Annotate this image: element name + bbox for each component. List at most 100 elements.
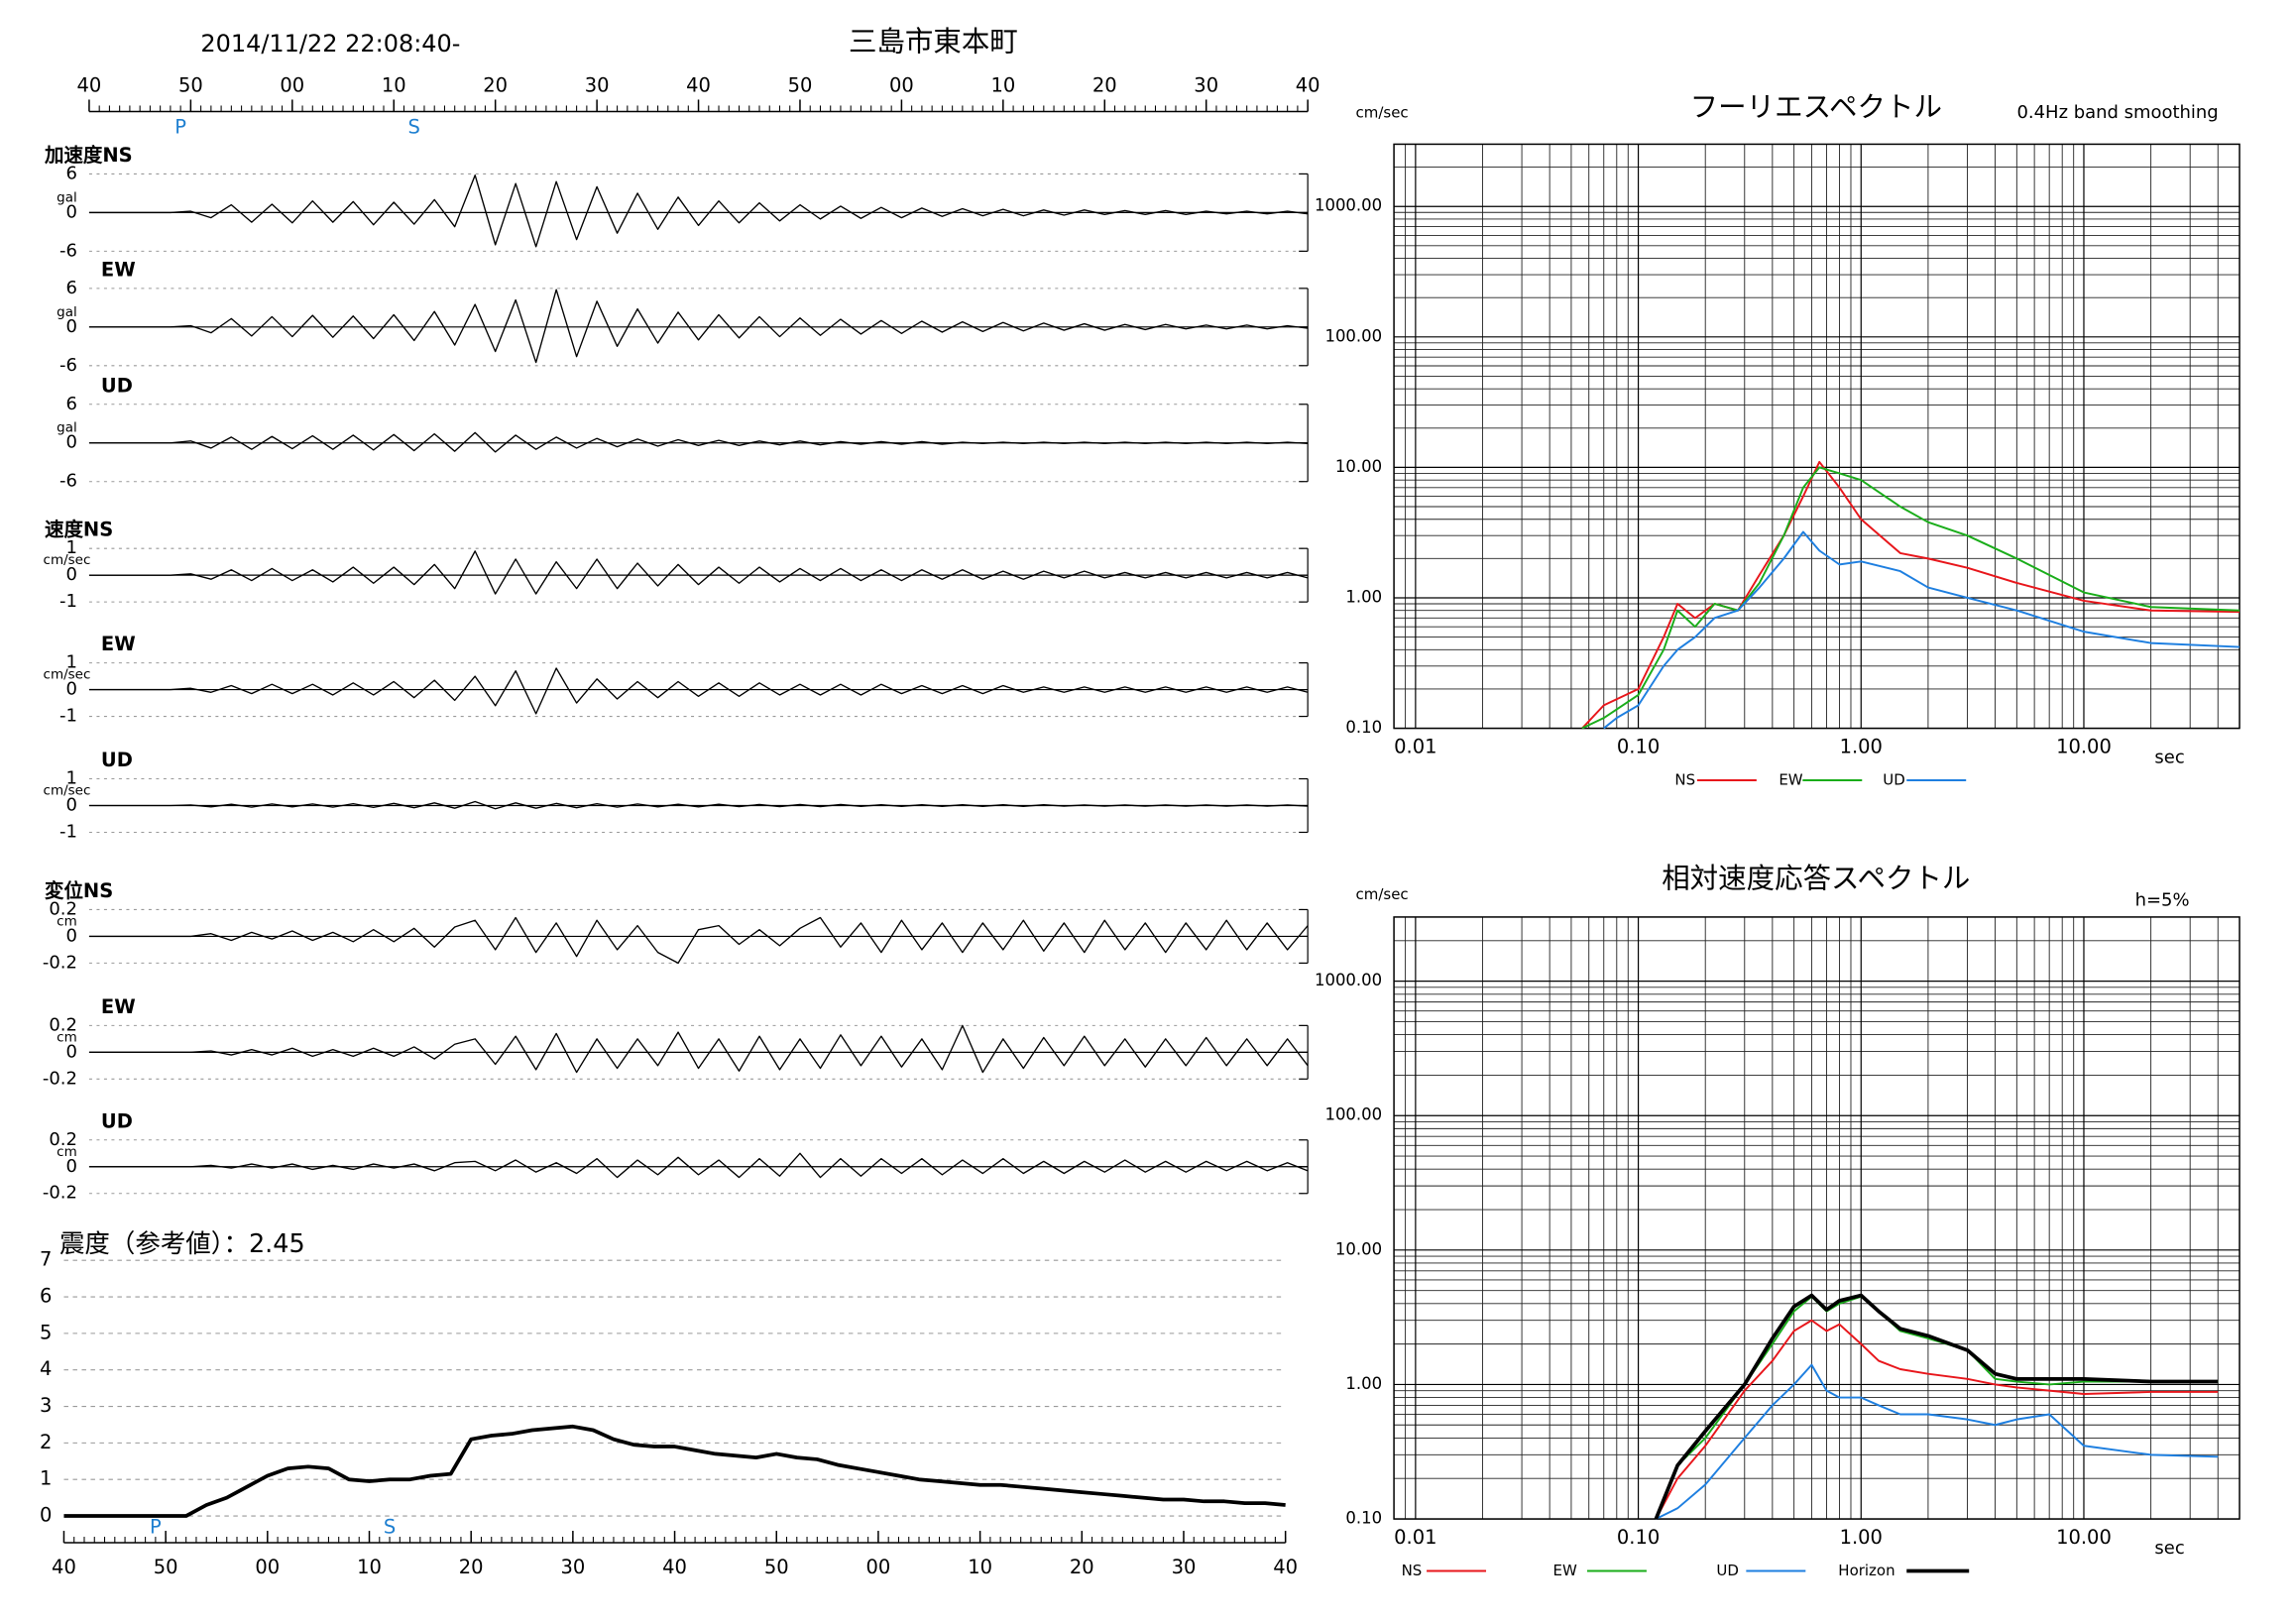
- waveform: [88, 289, 1309, 364]
- chart-note: 0.4Hz band smoothing: [2016, 102, 2218, 123]
- x-tick-label: 20: [483, 73, 508, 96]
- y-tick-label: 1: [66, 652, 77, 673]
- station-name: 三島市東本町: [849, 26, 1018, 58]
- y-tick-label: -6: [59, 471, 77, 492]
- y-tick-label: -1: [59, 821, 77, 842]
- y-tick-label: 100.00: [1324, 1105, 1382, 1124]
- unit-label: gal: [57, 304, 77, 320]
- y-tick-label: 1: [40, 1467, 52, 1490]
- y-tick-label: 0.2: [49, 1129, 77, 1150]
- phase-marker: S: [384, 1516, 396, 1539]
- y-tick-label: 3: [40, 1394, 52, 1417]
- y-tick-label: 0: [40, 1504, 52, 1527]
- legend-label: NS: [1674, 771, 1695, 789]
- waveform: [88, 174, 1309, 248]
- unit-label: cm/sec: [44, 783, 91, 799]
- spectrum-line: [1655, 1319, 2219, 1520]
- waveform: [88, 800, 1309, 810]
- y-tick-label: -0.2: [43, 1183, 77, 1204]
- y-tick-label: 0: [66, 564, 77, 585]
- y-tick-label: 6: [66, 163, 77, 183]
- x-tick-label: 0.01: [1394, 1526, 1436, 1549]
- x-tick-label: 50: [154, 1556, 178, 1578]
- y-tick-label: 0: [66, 316, 77, 337]
- x-tick-label: 1.00: [1840, 736, 1883, 758]
- y-tick-label: -1: [59, 706, 77, 727]
- y-tick-label: 1: [66, 537, 77, 558]
- channel-label: EW: [101, 995, 136, 1018]
- x-tick-label: 40: [77, 73, 102, 96]
- plot-frame: [1393, 916, 2240, 1520]
- phase-marker: P: [150, 1516, 162, 1539]
- x-tick-label: 0.01: [1394, 736, 1436, 758]
- x-tick-label: 40: [1296, 73, 1320, 96]
- y-tick-label: 1000.00: [1315, 196, 1382, 215]
- legend-label: UD: [1716, 1562, 1739, 1579]
- x-tick-label: 30: [1194, 73, 1218, 96]
- x-tick-label: 10: [990, 73, 1015, 96]
- unit-label: gal: [57, 189, 77, 205]
- x-tick-label: 10.00: [2056, 736, 2112, 758]
- channel-label: UD: [101, 374, 133, 397]
- x-tick-label: 20: [1070, 1556, 1094, 1578]
- x-tick-label: 50: [788, 73, 813, 96]
- x-tick-label: 1.00: [1840, 1526, 1883, 1549]
- y-tick-label: 4: [40, 1357, 52, 1380]
- y-tick-label: 0: [66, 795, 77, 816]
- chart-title: 相対速度応答スペクトル: [1662, 862, 1970, 894]
- y-tick-label: 6: [66, 278, 77, 298]
- channel-label: 変位NS: [45, 879, 113, 902]
- y-tick-label: -6: [59, 355, 77, 376]
- spectrum-line: [1581, 466, 2240, 730]
- y-tick-label: -6: [59, 240, 77, 261]
- unit-label: cm/sec: [44, 552, 91, 568]
- y-tick-label: 0: [66, 925, 77, 946]
- y-tick-label: 0: [66, 432, 77, 453]
- x-tick-label: 00: [889, 73, 914, 96]
- phase-marker: S: [408, 115, 420, 138]
- x-tick-label: 50: [764, 1556, 789, 1578]
- spectrum-line: [1654, 1293, 2219, 1520]
- y-tick-label: 0.2: [49, 898, 77, 919]
- y-tick-label: 0: [66, 1041, 77, 1062]
- x-axis-label: sec: [2154, 748, 2184, 768]
- y-tick-label: 10.00: [1335, 1239, 1382, 1258]
- y-tick-label: 1000.00: [1315, 971, 1382, 989]
- waveform: [88, 667, 1309, 715]
- unit-label: cm: [57, 1029, 77, 1045]
- y-tick-label: 100.00: [1324, 326, 1382, 345]
- channel-label: 速度NS: [45, 519, 113, 541]
- waveform: [88, 1024, 1309, 1074]
- legend-label: EW: [1779, 771, 1802, 789]
- legend-label: UD: [1883, 771, 1905, 789]
- y-tick-label: 5: [40, 1321, 52, 1343]
- waveform: [88, 550, 1309, 595]
- unit-label: cm/sec: [44, 667, 91, 683]
- y-tick-label: -0.2: [43, 952, 77, 973]
- y-tick-label: -1: [59, 591, 77, 612]
- y-tick-label: 0.10: [1345, 718, 1382, 737]
- channel-label: 加速度NS: [44, 144, 133, 167]
- waveform: [88, 1152, 1309, 1179]
- record-datetime: 2014/11/22 22:08:40-: [200, 30, 460, 58]
- y-tick-label: 10.00: [1335, 457, 1382, 476]
- x-tick-label: 10.00: [2056, 1526, 2112, 1549]
- x-tick-label: 0.10: [1617, 1526, 1660, 1549]
- x-tick-label: 00: [280, 73, 304, 96]
- unit-label: cm: [57, 913, 77, 929]
- y-tick-label: 0: [66, 1156, 77, 1177]
- x-tick-label: 00: [866, 1556, 891, 1578]
- legend-label: NS: [1402, 1562, 1423, 1579]
- y-tick-label: 0: [66, 679, 77, 700]
- x-tick-label: 40: [1273, 1556, 1298, 1578]
- x-tick-label: 30: [585, 73, 610, 96]
- spectrum-line: [1655, 1363, 2219, 1520]
- unit-label: cm: [57, 1144, 77, 1160]
- y-tick-label: 1: [66, 768, 77, 789]
- unit-label: gal: [57, 420, 77, 436]
- x-tick-label: 10: [357, 1556, 382, 1578]
- y-tick-label: 1.00: [1345, 587, 1382, 606]
